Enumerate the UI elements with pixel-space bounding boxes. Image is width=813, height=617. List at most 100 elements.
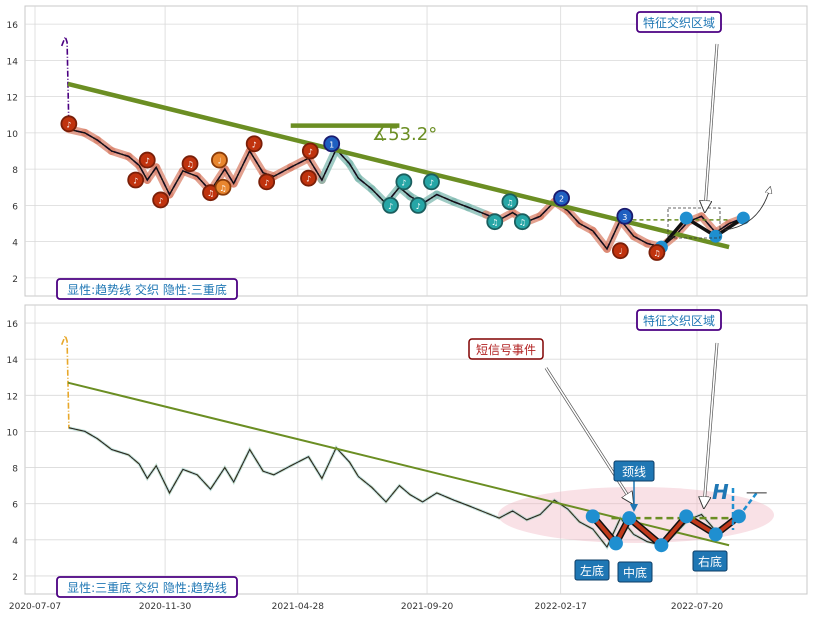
event-marker — [553, 189, 570, 207]
pattern-point — [679, 509, 694, 524]
y-tick-label: 4 — [12, 537, 18, 547]
top-note-text: 特征交织区域 — [643, 15, 715, 30]
middle-bottom-label-box: 中底 — [617, 561, 653, 583]
y-tick-label: 14 — [7, 356, 19, 366]
event-marker — [60, 115, 78, 133]
pattern-point — [736, 211, 750, 225]
y-tick-label: 12 — [7, 392, 18, 402]
left-bottom-label-text: 左底 — [580, 563, 604, 578]
event-marker-label: ♪ — [66, 120, 71, 129]
x-tick-label: 2020-11-30 — [139, 602, 192, 612]
event-marker — [395, 173, 413, 191]
right-bottom-label-box: 右底 — [692, 550, 728, 572]
event-marker-label: 1 — [329, 140, 334, 149]
note-arrow — [705, 43, 718, 210]
y-tick-label: 2 — [12, 573, 18, 583]
event-marker — [245, 135, 263, 153]
event-marker-label: ♫ — [519, 218, 526, 227]
event-marker-label: ♪ — [158, 196, 163, 205]
pattern-point — [622, 511, 637, 526]
bottom-panel: 2 4 6 8 10 12 14 16 — [7, 304, 808, 595]
y-tick-label: 10 — [7, 428, 19, 438]
y-tick-label: 8 — [12, 166, 18, 176]
event-marker — [258, 173, 276, 191]
h-mark: H — [712, 480, 729, 504]
top-legend-box: 显性:趋势线 交织 隐性:三重底 — [56, 278, 238, 300]
event-marker-label: ♫ — [219, 184, 226, 193]
x-tick-label: 2022-02-17 — [535, 602, 587, 612]
event-marker-label: ♪ — [416, 202, 421, 211]
y-tick-label: 6 — [12, 501, 18, 511]
event-marker — [301, 142, 319, 160]
top-note-box: 特征交织区域 — [636, 11, 722, 33]
event-marker-label: ♪ — [308, 148, 313, 157]
pattern-point — [585, 509, 600, 524]
y-tick-label: 16 — [7, 320, 19, 330]
event-marker — [611, 242, 629, 260]
event-marker — [211, 151, 228, 169]
event-marker-label: ♫ — [186, 160, 193, 169]
y-tick-label: 14 — [7, 57, 19, 67]
event-marker-label: ♪ — [306, 175, 311, 184]
feature-region-box — [667, 207, 721, 239]
event-marker-label: 2 — [559, 195, 564, 204]
x-tick-label: 2021-09-20 — [401, 602, 454, 612]
event-marker-label: ♫ — [653, 249, 660, 258]
y-tick-label: 10 — [7, 130, 19, 140]
event-marker-label: ♪ — [145, 157, 150, 166]
event-marker-label: ♪ — [388, 202, 393, 211]
event-marker — [648, 244, 666, 261]
zigzag-line — [68, 427, 744, 548]
event-marker-label: ♫ — [207, 189, 214, 198]
breakout-line — [737, 492, 758, 518]
bottom-legend-text: 显性:三重底 交织 隐性:趋势线 — [67, 580, 227, 595]
top-angle-label: ∡53.2° — [372, 124, 437, 145]
bottom-note-text: 特征交织区域 — [643, 313, 715, 328]
event-marker-label: ♫ — [506, 198, 513, 207]
top-content: ♪ ♪ ♪ ♪ ♫ ♫ ♩ ♫ ♪ ♪ ♪ ♪ ♩ ♫ 1 ♪ ♪ ♪ ♪ ♫ ♫ ♫ 2 3 — [60, 34, 770, 261]
pattern-line — [660, 215, 745, 249]
right-bottom-label-text: 右底 — [698, 554, 722, 569]
event-marker — [616, 207, 634, 225]
short-signal-text: 短信号事件 — [476, 343, 536, 357]
y-tick-label: 8 — [12, 465, 18, 475]
neckline-label-text: 颈线 — [622, 465, 646, 479]
note-arrow — [704, 342, 718, 506]
y-tick-label: 4 — [12, 239, 18, 249]
event-marker — [127, 171, 145, 189]
event-marker-label: ♩ — [618, 247, 622, 256]
event-marker-label: ♪ — [252, 140, 257, 149]
top-legend-text: 显性:趋势线 交织 隐性:三重底 — [67, 282, 227, 297]
x-tick-label: 2021-04-28 — [272, 602, 325, 612]
bottom-y-ticks: 2 4 6 8 10 12 14 16 — [7, 320, 19, 583]
event-marker — [138, 151, 156, 169]
y-tick-label: 12 — [7, 94, 18, 104]
short-signal-box: 短信号事件 — [468, 338, 544, 360]
event-marker — [300, 169, 317, 187]
event-marker — [382, 196, 399, 214]
event-marker — [513, 213, 531, 231]
event-marker — [323, 135, 341, 153]
neckline-pointer-head — [630, 504, 638, 512]
bottom-note-box: 特征交织区域 — [636, 309, 722, 331]
y-tick-label: 16 — [7, 21, 19, 31]
top-y-ticks: 2 4 6 8 10 12 14 16 — [7, 21, 19, 285]
event-marker-label: ♪ — [264, 178, 269, 187]
event-marker-label: ♫ — [491, 218, 498, 227]
x-tick-label: 2022-07-20 — [671, 602, 724, 612]
event-marker — [409, 196, 427, 214]
left-bottom-label-box: 左底 — [574, 559, 610, 581]
pattern-point — [708, 527, 723, 542]
event-marker — [152, 191, 170, 209]
x-tick-label: 2020-07-07 — [9, 602, 61, 612]
trend-line — [67, 381, 730, 547]
pattern-point — [679, 211, 693, 225]
event-marker-label: ♩ — [218, 157, 222, 166]
event-marker — [486, 213, 504, 231]
event-marker-label: 3 — [622, 213, 627, 222]
pattern-point — [608, 536, 623, 551]
bottom-legend-box: 显性:三重底 交织 隐性:趋势线 — [56, 576, 238, 598]
event-marker — [501, 193, 519, 211]
curved-arrow — [724, 188, 770, 231]
